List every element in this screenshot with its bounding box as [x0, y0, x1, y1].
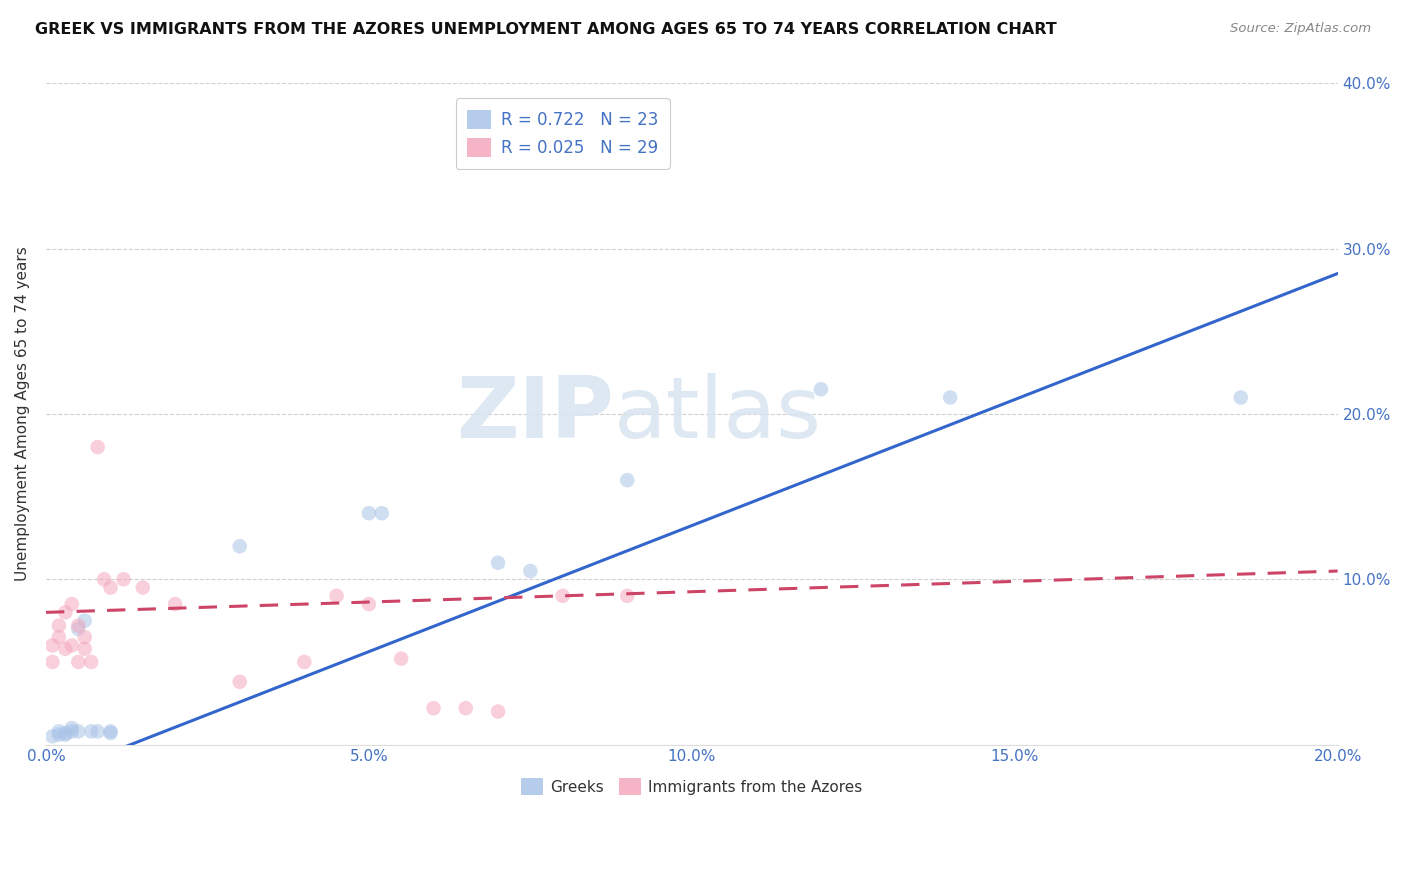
Point	[80, 724, 103, 739]
Point	[73, 641, 96, 656]
Point	[73, 630, 96, 644]
Point	[325, 589, 347, 603]
Point	[53, 641, 76, 656]
Point	[41, 655, 63, 669]
Point	[228, 674, 250, 689]
Point	[486, 556, 509, 570]
Point	[389, 651, 412, 665]
Point	[616, 473, 638, 487]
Point	[41, 729, 63, 743]
Point	[165, 597, 187, 611]
Point	[93, 572, 115, 586]
Point	[48, 618, 70, 632]
Point	[810, 382, 832, 396]
Text: atlas: atlas	[614, 373, 823, 456]
Point	[486, 705, 509, 719]
Point	[60, 597, 83, 611]
Point	[357, 597, 380, 611]
Point	[616, 589, 638, 603]
Point	[86, 440, 108, 454]
Point	[60, 639, 83, 653]
Point	[60, 724, 83, 739]
Point	[67, 655, 90, 669]
Point	[53, 606, 76, 620]
Point	[86, 724, 108, 739]
Point	[53, 726, 76, 740]
Point	[357, 506, 380, 520]
Point	[60, 721, 83, 735]
Point	[551, 589, 574, 603]
Point	[41, 639, 63, 653]
Point	[939, 391, 962, 405]
Point	[80, 655, 103, 669]
Point	[100, 726, 122, 740]
Point	[67, 724, 90, 739]
Point	[132, 581, 155, 595]
Point	[112, 572, 135, 586]
Text: GREEK VS IMMIGRANTS FROM THE AZORES UNEMPLOYMENT AMONG AGES 65 TO 74 YEARS CORRE: GREEK VS IMMIGRANTS FROM THE AZORES UNEM…	[35, 22, 1057, 37]
Point	[48, 728, 70, 742]
Point	[73, 614, 96, 628]
Point	[519, 564, 541, 578]
Point	[100, 724, 122, 739]
Point	[454, 701, 477, 715]
Point	[422, 701, 444, 715]
Point	[371, 506, 394, 520]
Point	[228, 539, 250, 553]
Point	[292, 655, 315, 669]
Point	[67, 618, 90, 632]
Legend: Greeks, Immigrants from the Azores: Greeks, Immigrants from the Azores	[513, 770, 870, 803]
Text: ZIP: ZIP	[457, 373, 614, 456]
Y-axis label: Unemployment Among Ages 65 to 74 years: Unemployment Among Ages 65 to 74 years	[15, 247, 30, 582]
Point	[53, 728, 76, 742]
Point	[48, 724, 70, 739]
Point	[100, 581, 122, 595]
Point	[48, 630, 70, 644]
Point	[1229, 391, 1251, 405]
Text: Source: ZipAtlas.com: Source: ZipAtlas.com	[1230, 22, 1371, 36]
Point	[67, 622, 90, 636]
